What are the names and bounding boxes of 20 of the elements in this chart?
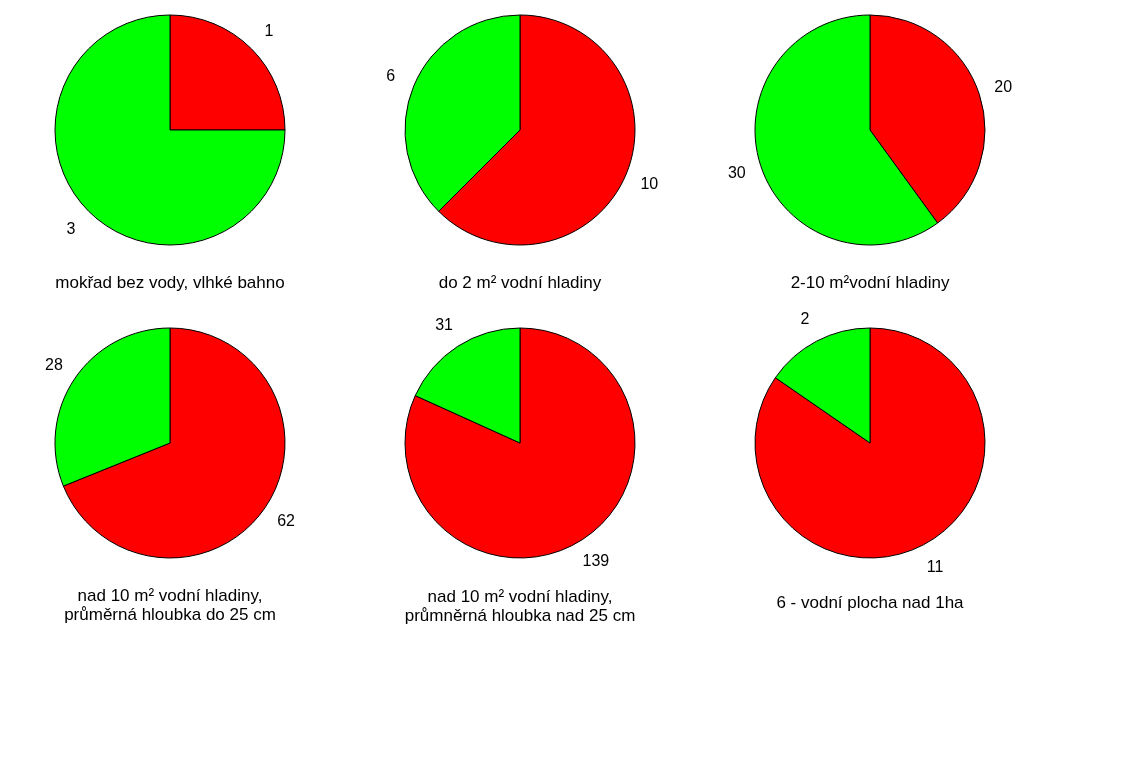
- data-label: 1: [264, 22, 274, 40]
- data-label: 31: [435, 316, 454, 334]
- data-label: 6: [386, 67, 396, 85]
- data-label: 28: [45, 355, 63, 373]
- data-label: 62: [277, 512, 296, 530]
- data-label: 20: [994, 77, 1013, 95]
- text: 2-10 m²vodní hladiny: [790, 273, 950, 292]
- data-label: 139: [582, 551, 610, 569]
- data-label: 11: [926, 557, 944, 575]
- data-label: 30: [727, 164, 746, 182]
- text: nad 10 m² vodní hladiny, průměrná hloubka do 25 cm: [64, 586, 276, 624]
- pie-slice: [754, 327, 986, 559]
- text: do 2 m² vodní hladiny: [438, 273, 602, 292]
- text: mokřad bez vody, vlhké bahno: [55, 273, 285, 292]
- text: nad 10 m² vodní hladiny, průmněrná hloubka nad 25 cm: [404, 586, 636, 625]
- data-label: 3: [66, 219, 76, 237]
- data-label: 2: [800, 310, 810, 328]
- pie-slice: [54, 14, 286, 246]
- data-label: 10: [640, 174, 659, 192]
- text: 6 - vodní plocha nad 1ha: [776, 592, 965, 612]
